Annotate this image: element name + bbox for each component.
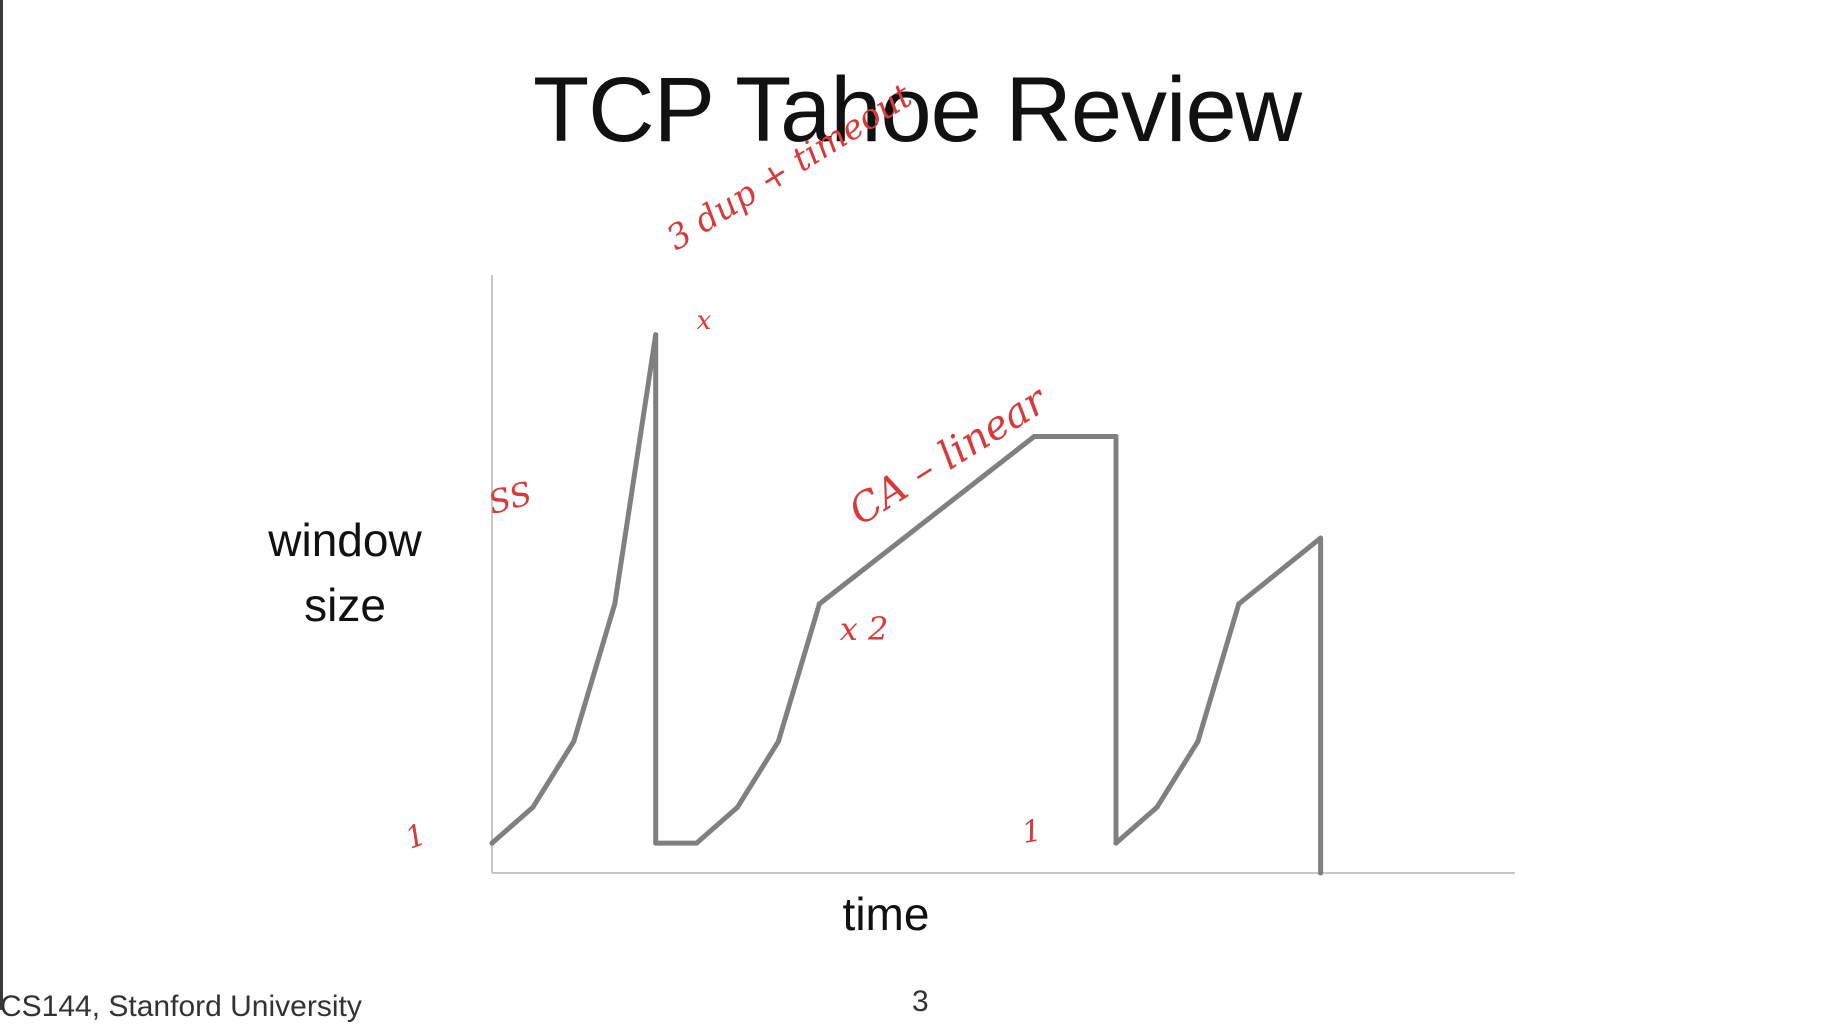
data-point	[1113, 434, 1119, 439]
slide-title: TCP Tahoe Review	[532, 59, 1302, 161]
data-point	[1154, 804, 1160, 810]
data-point	[694, 840, 700, 846]
data-point	[1318, 870, 1324, 876]
data-point	[1318, 535, 1324, 541]
data-point	[816, 601, 822, 607]
handwritten-annotation: x	[697, 306, 712, 336]
x-axis-label: time	[843, 888, 930, 940]
footer-course: CS144, Stanford University	[0, 990, 362, 1023]
handwritten-annotation: 1	[401, 817, 431, 856]
window-size-line-0	[489, 332, 1324, 876]
data-point	[571, 738, 577, 744]
handwritten-annotation: x 2	[840, 610, 889, 648]
data-point	[530, 804, 536, 810]
series-layer	[489, 332, 1324, 876]
data-point	[1031, 434, 1037, 439]
data-point	[775, 738, 781, 744]
chart-axes	[491, 275, 1515, 874]
page-number: 3	[912, 985, 929, 1018]
data-point	[489, 840, 495, 846]
slide-left-border	[0, 0, 3, 1010]
handwritten-annotation: 1	[1019, 813, 1044, 851]
y-axis-label-line-2: size	[304, 579, 386, 631]
handwritten-annotation: CA – linear	[841, 376, 1057, 535]
data-point	[1236, 601, 1242, 607]
data-point	[653, 332, 659, 338]
data-point	[1113, 840, 1119, 846]
data-point	[653, 840, 659, 846]
data-point	[735, 804, 740, 810]
y-axis-label-line-1: window	[267, 514, 422, 566]
data-point	[612, 601, 618, 607]
handwritten-annotation: 3 dup + timeout	[660, 76, 920, 259]
data-point	[1195, 738, 1201, 744]
